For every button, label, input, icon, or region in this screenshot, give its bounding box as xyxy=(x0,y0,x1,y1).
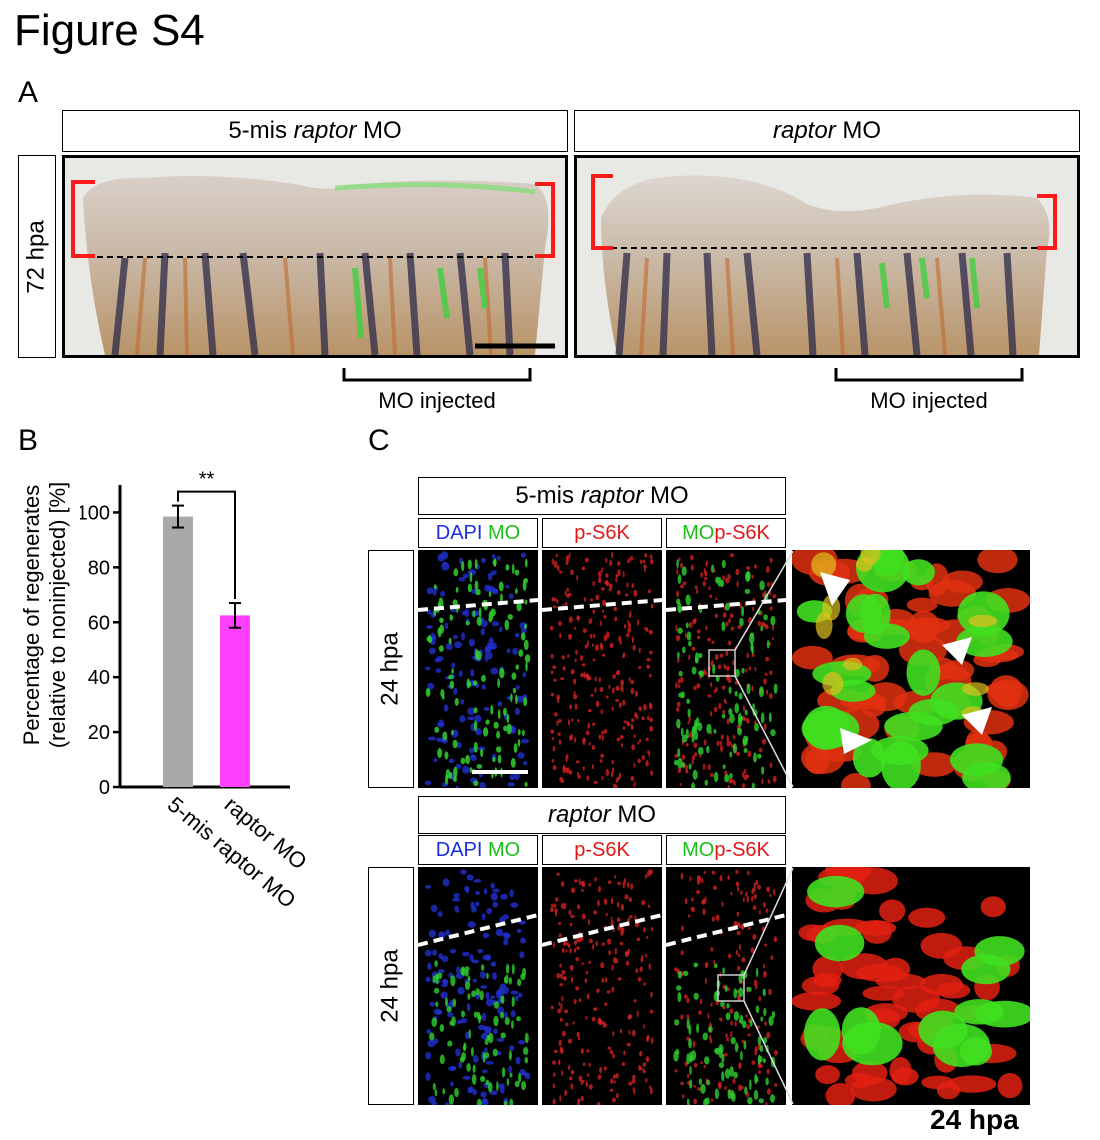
header-suffix: MO xyxy=(643,482,689,509)
y-tick-label: 60 xyxy=(88,612,110,634)
ch-mo: MO xyxy=(482,521,521,544)
micrograph-texture xyxy=(417,869,539,1109)
micrograph-top-merge xyxy=(665,550,787,794)
micrograph-texture xyxy=(792,867,1030,1105)
panel-c-bottom-header: raptor MO xyxy=(418,796,786,834)
arrowhead-icon xyxy=(820,572,850,606)
bar xyxy=(220,615,250,787)
micrograph-texture xyxy=(665,553,787,794)
micrograph-texture xyxy=(792,550,1030,788)
channel-label-merge: MO p-S6K xyxy=(666,518,786,548)
micrograph-top-ps6k xyxy=(541,550,663,791)
header-gene: raptor xyxy=(772,117,836,144)
y-tick-label: 100 xyxy=(80,502,110,524)
channel-label-dapi-mo: DAPI MO xyxy=(418,518,538,548)
y-tick-label: 80 xyxy=(88,557,110,579)
panel-c-top-header: 5-mis raptor MO xyxy=(418,477,786,515)
micrograph-bottom-zoom xyxy=(792,867,1030,1105)
fin-drawing xyxy=(71,176,555,355)
ch-ps6k: p-S6K xyxy=(714,838,770,861)
panel-c-label: C xyxy=(368,424,390,457)
header-prefix: 5-mis xyxy=(228,117,294,144)
ch-dapi: DAPI xyxy=(435,521,483,544)
panel-b-label: B xyxy=(18,424,39,457)
fin-image-5mis xyxy=(62,155,568,358)
sig-stars: ** xyxy=(199,469,215,491)
panel-c-bottom-row-label: 24 hpa xyxy=(368,867,414,1105)
header-suffix: MO xyxy=(610,801,657,828)
ch-mo: MO xyxy=(682,838,715,861)
header-gene: raptor xyxy=(293,117,357,144)
micrograph-bottom-ps6k xyxy=(541,867,663,1107)
bottom-caption: 24 hpa xyxy=(930,1104,1019,1135)
fin-image-raptor xyxy=(574,155,1080,358)
ch-mo: MO xyxy=(682,521,715,544)
ch-ps6k: p-S6K xyxy=(714,521,770,544)
arrowhead-icon xyxy=(942,637,972,665)
arrowhead-icon xyxy=(962,707,992,735)
row-label-text: 24 hpa xyxy=(377,632,404,706)
bars xyxy=(163,504,250,787)
ch-mo: MO xyxy=(482,838,521,861)
y-tick-label: 0 xyxy=(99,777,110,799)
mo-injected-label-right: MO injected xyxy=(870,388,988,413)
y-tick-label: 20 xyxy=(88,722,110,744)
micrograph-top-dapi-mo xyxy=(417,550,539,790)
micrograph-bottom-merge xyxy=(665,867,787,1108)
mo-injected-label-left: MO injected xyxy=(378,388,496,413)
panel-a-right-header: raptor MO xyxy=(574,110,1080,152)
channel-label-ps6k: p-S6K xyxy=(542,835,662,865)
ylabel-line2: (relative to noninjected) [%] xyxy=(45,481,70,749)
panel-a-row-label: 72 hpa xyxy=(18,155,56,358)
header-gene: raptor xyxy=(580,482,644,509)
channel-label-merge: MO p-S6K xyxy=(666,835,786,865)
fin-drawing xyxy=(591,174,1057,355)
micrograph-top-zoom xyxy=(792,550,1030,788)
channel-label-dapi-mo: DAPI MO xyxy=(418,835,538,865)
y-axis: 0 20 40 60 80 100 xyxy=(80,485,290,799)
ylabel-line1: Percentage of regenerates xyxy=(19,484,44,746)
sig-line xyxy=(177,490,236,600)
header-prefix: 5-mis xyxy=(515,482,581,509)
micrograph-texture xyxy=(541,869,663,1107)
panel-c-top-row-label: 24 hpa xyxy=(368,550,414,788)
micrograph-bottom-dapi-mo xyxy=(417,867,539,1109)
arrowhead-icon xyxy=(840,728,872,754)
header-suffix: MO xyxy=(356,117,402,144)
bar xyxy=(163,516,193,787)
header-suffix: MO xyxy=(835,117,882,144)
channel-label-ps6k: p-S6K xyxy=(542,518,662,548)
panel-a-left-header: 5-mis raptor MO xyxy=(62,110,568,152)
micrograph-texture xyxy=(665,869,787,1108)
significance-bracket: ** xyxy=(177,469,236,600)
panel-a-label: A xyxy=(18,76,39,109)
ch-dapi: DAPI xyxy=(435,838,483,861)
micrograph-texture xyxy=(541,551,663,791)
y-tick-label: 40 xyxy=(88,667,110,689)
bar-chart-ylabel: Percentage of regenerates (relative to n… xyxy=(0,430,90,800)
figure-title: Figure S4 xyxy=(14,6,205,55)
row-label-text: 24 hpa xyxy=(377,949,404,1023)
micrograph-texture xyxy=(417,551,539,790)
header-gene: raptor xyxy=(547,801,611,828)
mo-injected-brackets xyxy=(342,368,1024,382)
